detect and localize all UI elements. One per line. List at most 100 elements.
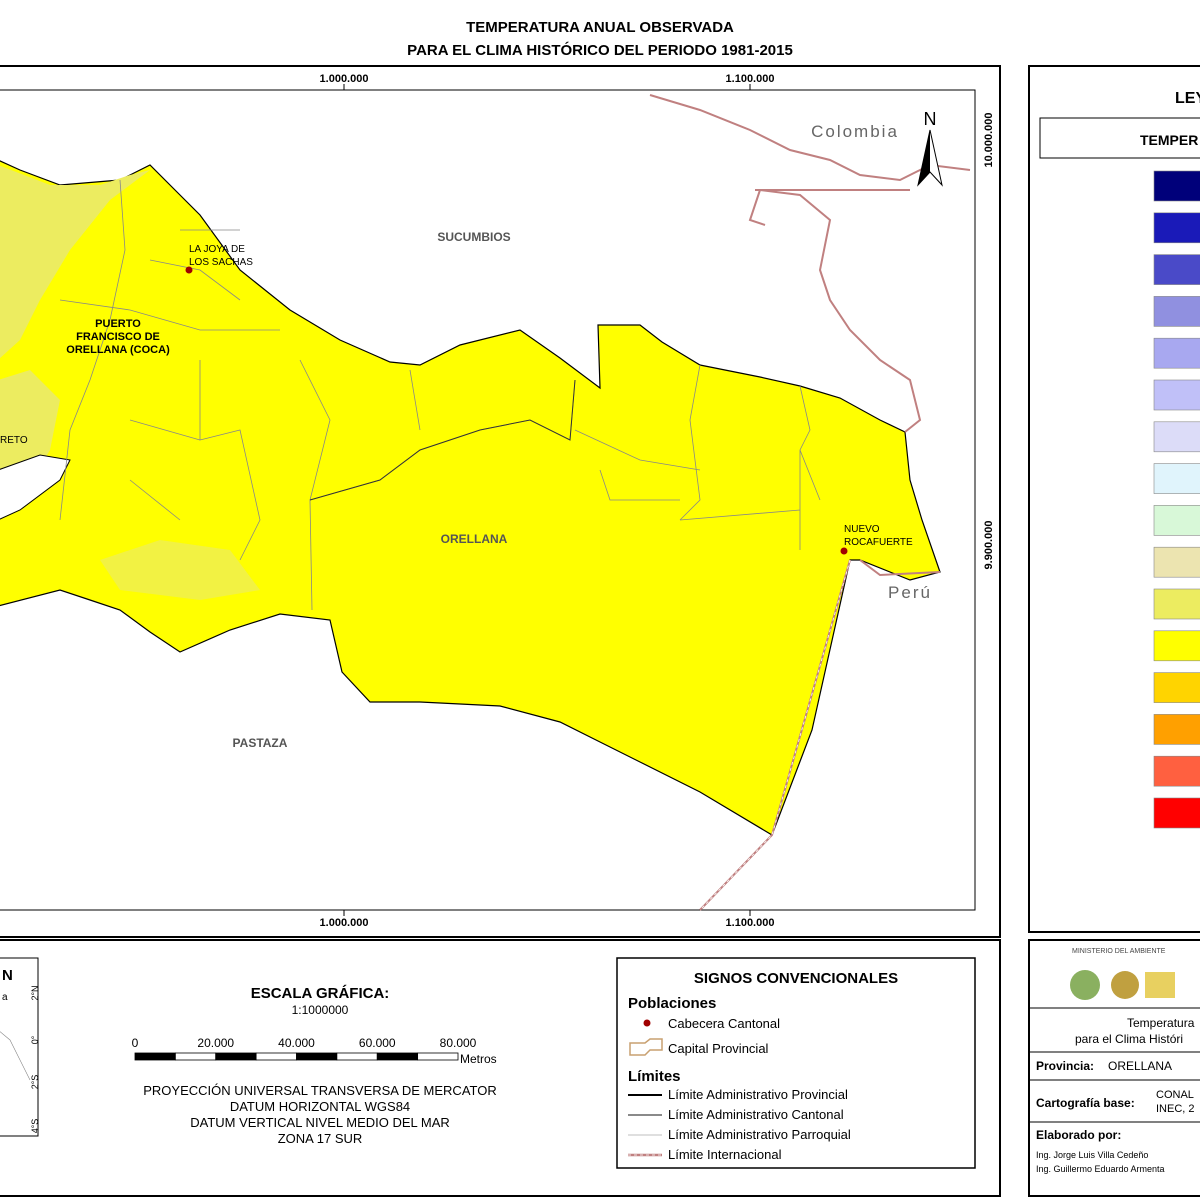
map-title: para el Clima Históri: [1075, 1032, 1183, 1046]
cooler-zone: [0, 165, 150, 359]
signs-item: Capital Provincial: [668, 1041, 769, 1056]
map-title: Temperatura: [1127, 1016, 1195, 1030]
legend-swatch: [1153, 170, 1200, 202]
inset-title: N: [2, 967, 13, 984]
signs-heading: Poblaciones: [628, 995, 716, 1012]
author: Ing. Guillermo Eduardo Armenta: [1036, 1164, 1165, 1174]
scale-segment: [417, 1052, 459, 1061]
river: [0, 454, 71, 520]
coord-label: 9.900.000: [983, 521, 995, 570]
province-label: PASTAZA: [233, 736, 288, 750]
projection-line: PROYECCIÓN UNIVERSAL TRANSVERSA DE MERCA…: [143, 1083, 496, 1098]
legend-swatch: [1153, 755, 1200, 787]
legend-swatch: [1153, 212, 1200, 244]
scale-segment: [174, 1052, 217, 1061]
coord-label: 1.000.000: [320, 917, 369, 929]
coord-label: 10.000.000: [983, 112, 995, 167]
scale-segment: [134, 1052, 176, 1061]
parish-limits: [59, 179, 821, 611]
town-label: ROCAFUERTE: [844, 537, 913, 548]
signs-item: Cabecera Cantonal: [668, 1016, 780, 1031]
legend-swatch: [1153, 546, 1200, 578]
province-label: Provincia:: [1036, 1059, 1094, 1073]
projection-line: DATUM VERTICAL NIVEL MEDIO DEL MAR: [190, 1115, 450, 1130]
signs-title: SIGNOS CONVENCIONALES: [694, 970, 898, 987]
scale-unit: Metros: [460, 1052, 497, 1066]
inset-lat: 0°: [30, 1035, 40, 1044]
title-line: PARA EL CLIMA HISTÓRICO DEL PERIODO 1981…: [407, 41, 793, 59]
base-value: CONAL: [1156, 1089, 1194, 1101]
country-label: Perú: [888, 583, 932, 602]
scale-ratio: 1:1000000: [292, 1003, 349, 1017]
title-line: TEMPERATURA ANUAL OBSERVADA: [466, 19, 734, 36]
base-label: Cartografía base:: [1036, 1096, 1135, 1110]
legend-swatch: [1153, 296, 1200, 327]
projection-line: DATUM HORIZONTAL WGS84: [230, 1099, 410, 1114]
scale-segment: [296, 1052, 338, 1061]
town-marker: [185, 266, 193, 274]
author: Ing. Jorge Luis Villa Cedeño: [1036, 1150, 1148, 1160]
inset-label: a: [2, 992, 8, 1003]
province-label: ORELLANA: [441, 532, 508, 546]
town-label: LA JOYA DE: [189, 244, 245, 255]
scale-tick-label: 20.000: [197, 1036, 234, 1050]
province-orellana: [0, 160, 941, 836]
legend-subtitle: TEMPER: [1140, 132, 1198, 148]
province-label: SUCUMBIOS: [437, 230, 510, 244]
base-value: INEC, 2: [1156, 1103, 1195, 1115]
scale-tick-label: 60.000: [359, 1036, 396, 1050]
country-label: Colombia: [811, 122, 899, 141]
signs-item: Límite Administrativo Provincial: [668, 1087, 848, 1102]
province-value: ORELLANA: [1108, 1059, 1172, 1073]
scale-tick-label: 0: [132, 1036, 139, 1050]
signs-heading: Límites: [628, 1068, 681, 1085]
inset-map: [0, 957, 39, 1137]
scale-segment: [376, 1052, 419, 1061]
legend-swatch: [1153, 714, 1200, 745]
made-by: Elaborado por:: [1036, 1128, 1121, 1142]
inset-lat: 2°N: [30, 985, 40, 1000]
town-label: ORELLANA (COCA): [66, 344, 170, 356]
ministry: MINISTERIO DEL AMBIENTE: [1072, 948, 1166, 955]
north-label: N: [924, 109, 937, 129]
map-frame: [0, 65, 1001, 938]
scale-title: ESCALA GRÁFICA:: [251, 985, 390, 1002]
legend-title: LEY: [1175, 90, 1200, 107]
legend-swatch: [1153, 672, 1200, 703]
legend-swatch: [1153, 379, 1200, 411]
signs-item: Límite Administrativo Cantonal: [668, 1107, 844, 1122]
signs-frame: [616, 957, 976, 1169]
town-marker: [840, 547, 848, 555]
legend-swatch: [1153, 463, 1200, 494]
town-label: RETO: [0, 435, 28, 446]
legend-swatch: [1153, 421, 1200, 453]
scale-segment: [336, 1052, 378, 1061]
legend-swatch: [1153, 588, 1200, 620]
legend-swatch: [1153, 505, 1200, 536]
info-frame: [0, 939, 1001, 1197]
town-label: PUERTO: [95, 318, 141, 330]
projection-line: ZONA 17 SUR: [278, 1131, 363, 1146]
coord-label: 1.100.000: [726, 917, 775, 929]
legend-swatch: [1153, 254, 1200, 285]
inset-lat: 2°S: [30, 1075, 40, 1090]
signs-item: Límite Internacional: [668, 1147, 782, 1162]
scale-tick-label: 80.000: [440, 1036, 477, 1050]
town-label: FRANCISCO DE: [76, 331, 160, 343]
legend-swatch: [1153, 630, 1200, 662]
credits-frame: [1028, 939, 1200, 1197]
scale-segment: [215, 1052, 257, 1061]
town-label: NUEVO: [844, 524, 880, 535]
inset-lat: 4°S: [30, 1119, 40, 1134]
signs-item: Límite Administrativo Parroquial: [668, 1127, 851, 1142]
legend-swatch: [1153, 797, 1200, 829]
legend-swatch: [1153, 337, 1200, 369]
coord-label: 1.000.000: [320, 73, 369, 85]
legend-frame: [1028, 65, 1200, 933]
town-label: LOS SACHAS: [189, 257, 253, 268]
cooler-zone: [100, 540, 260, 600]
scale-tick-label: 40.000: [278, 1036, 315, 1050]
scale-segment: [255, 1052, 297, 1061]
coord-label: 1.100.000: [726, 73, 775, 85]
